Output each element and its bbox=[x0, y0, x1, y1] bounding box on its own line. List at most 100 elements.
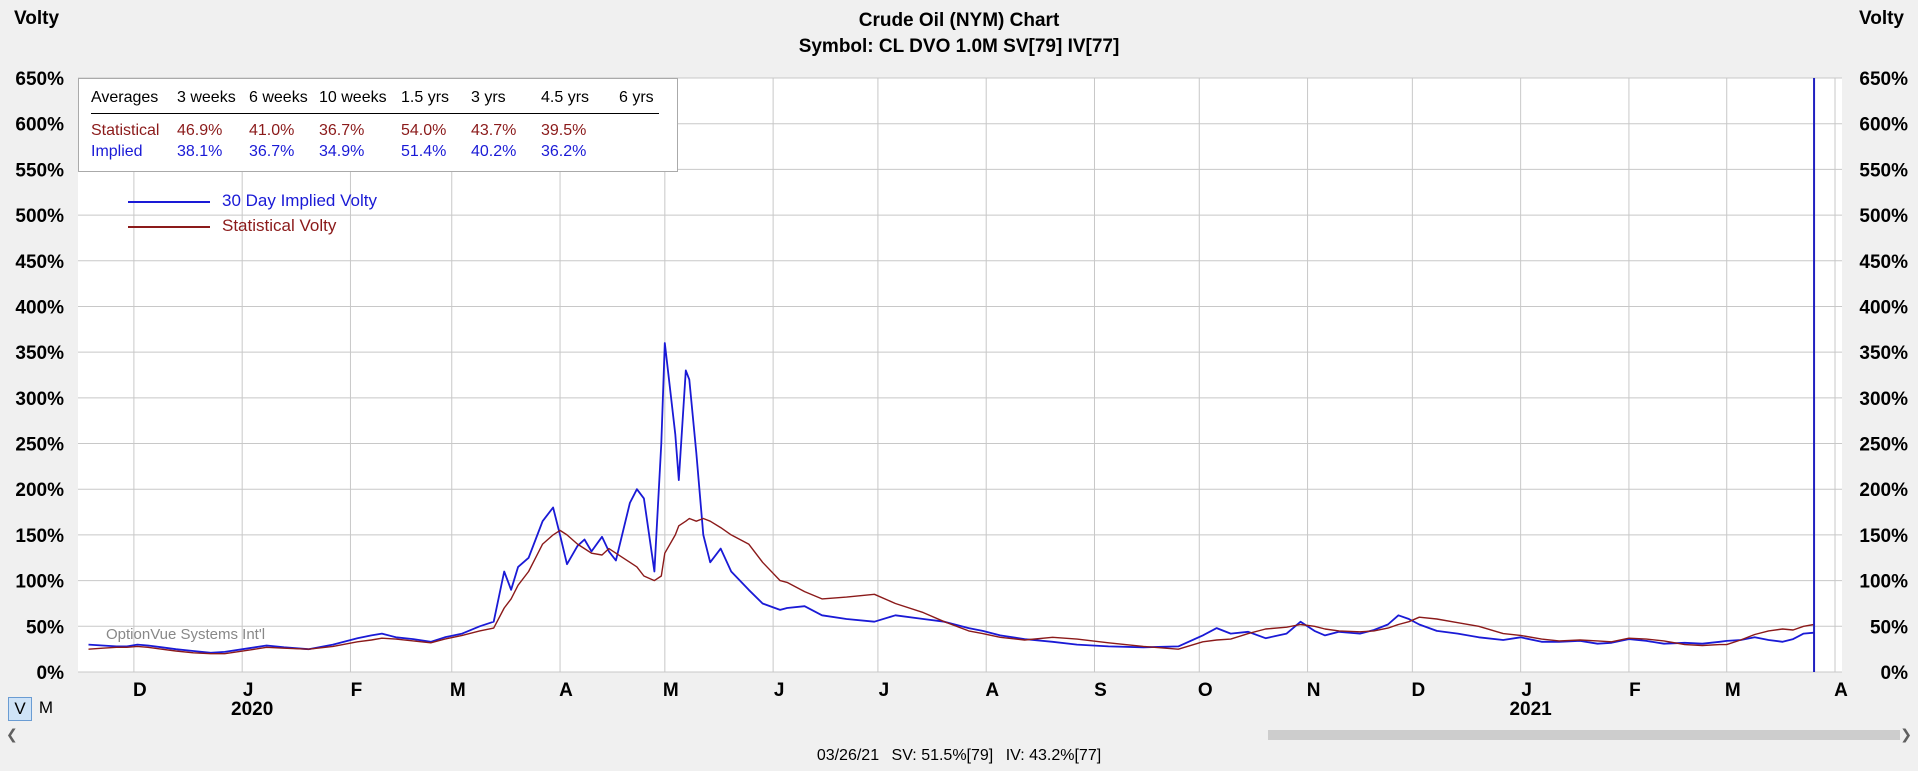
x-tick-label: A bbox=[559, 680, 573, 701]
x-tick-label: A bbox=[985, 680, 999, 701]
y-tick-label-left: 300% bbox=[15, 389, 64, 410]
averages-header: 10 weeks bbox=[319, 89, 401, 114]
x-tick-label: J bbox=[243, 680, 254, 701]
legend-implied-swatch bbox=[128, 200, 210, 203]
averages-cell: 36.7% bbox=[249, 143, 295, 160]
chart-subtitle: Symbol: CL DVO 1.0M SV[79] IV[77] bbox=[798, 36, 1120, 57]
y-tick-label-left: 50% bbox=[26, 617, 64, 638]
statistical-volatility-line bbox=[88, 517, 1815, 655]
averages-cell: 36.2% bbox=[541, 143, 587, 160]
averages-header: 3 yrs bbox=[471, 89, 541, 114]
averages-cell: 38.1% bbox=[177, 143, 223, 160]
y-tick-label-left: 0% bbox=[37, 663, 65, 684]
y-tick-label-right: 650% bbox=[1859, 69, 1908, 90]
x-tick-label: J bbox=[879, 680, 890, 701]
legend-statistical: Statistical Volty bbox=[128, 216, 336, 236]
y-tick-label-left: 500% bbox=[15, 206, 64, 227]
y-tick-label-right: 450% bbox=[1859, 252, 1908, 273]
averages-cell: 39.5% bbox=[541, 122, 587, 139]
month-view-button[interactable]: M bbox=[38, 698, 54, 717]
averages-header: 3 weeks bbox=[177, 89, 249, 114]
year-label: 2021 bbox=[1509, 699, 1552, 720]
plot-area bbox=[78, 78, 1842, 672]
x-tick-label: J bbox=[1521, 680, 1532, 701]
x-tick-label: M bbox=[663, 680, 679, 701]
averages-cell: 51.4% bbox=[401, 143, 447, 160]
y-tick-label-right: 250% bbox=[1859, 435, 1908, 456]
status-bar: 03/26/21 SV: 51.5%[79] IV: 43.2%[77] bbox=[0, 747, 1918, 765]
averages-header: 1.5 yrs bbox=[401, 89, 471, 114]
x-tick-label: F bbox=[351, 680, 363, 701]
x-tick-label: F bbox=[1629, 680, 1641, 701]
x-tick-label: D bbox=[133, 680, 147, 701]
series-lines bbox=[88, 342, 1815, 655]
y-tick-label-left: 200% bbox=[15, 480, 64, 501]
x-tick-label: D bbox=[1411, 680, 1425, 701]
y-tick-label-left: 450% bbox=[15, 252, 64, 273]
status-iv: IV: 43.2%[77] bbox=[1005, 747, 1102, 764]
horizontal-scrollbar[interactable]: ❮ ❯ bbox=[0, 726, 1918, 744]
y-tick-label-right: 350% bbox=[1859, 343, 1908, 364]
x-tick-label: A bbox=[1834, 680, 1848, 701]
averages-cell: 43.7% bbox=[471, 122, 517, 139]
y-tick-label-right: 100% bbox=[1859, 572, 1908, 593]
x-tick-label: M bbox=[450, 680, 466, 701]
chart-title: Crude Oil (NYM) Chart bbox=[858, 10, 1060, 31]
volatility-view-button[interactable]: V bbox=[8, 697, 32, 721]
averages-cell: 36.7% bbox=[319, 122, 365, 139]
averages-cell: 34.9% bbox=[319, 143, 365, 160]
averages-header-row: Averages 3 weeks 6 weeks 10 weeks 1.5 yr… bbox=[91, 89, 659, 114]
x-tick-label: J bbox=[774, 680, 785, 701]
left-axis-title: Volty bbox=[14, 8, 60, 29]
scroll-right-icon[interactable]: ❯ bbox=[1900, 726, 1912, 742]
y-tick-label-left: 600% bbox=[15, 115, 64, 136]
legend-implied: 30 Day Implied Volty bbox=[128, 191, 377, 211]
legend-statistical-label: Statistical Volty bbox=[222, 216, 337, 235]
x-tick-label: O bbox=[1198, 680, 1213, 701]
y-tick-label-left: 350% bbox=[15, 343, 64, 364]
status-date: 03/26/21 bbox=[816, 747, 880, 764]
y-tick-label-left: 150% bbox=[15, 526, 64, 547]
watermark: OptionVue Systems Int'l bbox=[106, 626, 266, 643]
y-tick-label-right: 400% bbox=[1859, 297, 1908, 318]
averages-cell: 41.0% bbox=[249, 122, 295, 139]
x-tick-label: N bbox=[1307, 680, 1321, 701]
averages-cell bbox=[619, 140, 659, 161]
y-axis-right: 0% 50% 100% 150% 200% 250% 300% 350% 400% 450% 500… bbox=[1859, 69, 1908, 684]
grid-lines bbox=[78, 77, 1842, 673]
averages-header: 6 weeks bbox=[249, 89, 319, 114]
y-tick-label-left: 550% bbox=[15, 160, 64, 181]
x-axis: D J F M A M J J A S O N D J F M A 2020 2021 bbox=[133, 680, 1848, 720]
y-tick-label-right: 150% bbox=[1859, 526, 1908, 547]
averages-implied-row: Implied 38.1% 36.7% 34.9% 51.4% 40.2% 36… bbox=[91, 140, 659, 161]
implied-volatility-line bbox=[88, 342, 1815, 654]
y-tick-label-right: 550% bbox=[1859, 160, 1908, 181]
averages-row-label: Implied bbox=[91, 143, 143, 160]
averages-row-label: Statistical bbox=[91, 122, 160, 139]
averages-cell: 54.0% bbox=[401, 122, 447, 139]
y-axis-left: 0% 50% 100% 150% 200% 250% 300% 350% 400% 450% 500… bbox=[15, 69, 64, 684]
y-tick-label-right: 50% bbox=[1870, 617, 1908, 638]
averages-statistical-row: Statistical 46.9% 41.0% 36.7% 54.0% 43.7… bbox=[91, 114, 659, 141]
y-tick-label-left: 650% bbox=[15, 69, 64, 90]
scroll-thumb[interactable] bbox=[1268, 730, 1900, 740]
y-tick-label-right: 200% bbox=[1859, 480, 1908, 501]
y-tick-label-right: 0% bbox=[1881, 663, 1909, 684]
averages-header: Averages bbox=[91, 89, 177, 114]
y-tick-label-right: 300% bbox=[1859, 389, 1908, 410]
y-tick-label-right: 600% bbox=[1859, 115, 1908, 136]
scroll-left-icon[interactable]: ❮ bbox=[6, 726, 18, 742]
averages-cell: 46.9% bbox=[177, 122, 223, 139]
x-tick-label: M bbox=[1725, 680, 1741, 701]
averages-table: Averages 3 weeks 6 weeks 10 weeks 1.5 yr… bbox=[78, 78, 678, 172]
y-tick-label-left: 400% bbox=[15, 297, 64, 318]
averages-header: 4.5 yrs bbox=[541, 89, 619, 114]
y-tick-label-left: 100% bbox=[15, 572, 64, 593]
year-label: 2020 bbox=[231, 699, 273, 720]
x-tick-label: S bbox=[1094, 680, 1107, 701]
status-sv: SV: 51.5%[79] bbox=[891, 747, 994, 764]
averages-header: 6 yrs bbox=[619, 89, 659, 114]
averages-cell bbox=[619, 114, 659, 141]
averages-cell: 40.2% bbox=[471, 143, 517, 160]
